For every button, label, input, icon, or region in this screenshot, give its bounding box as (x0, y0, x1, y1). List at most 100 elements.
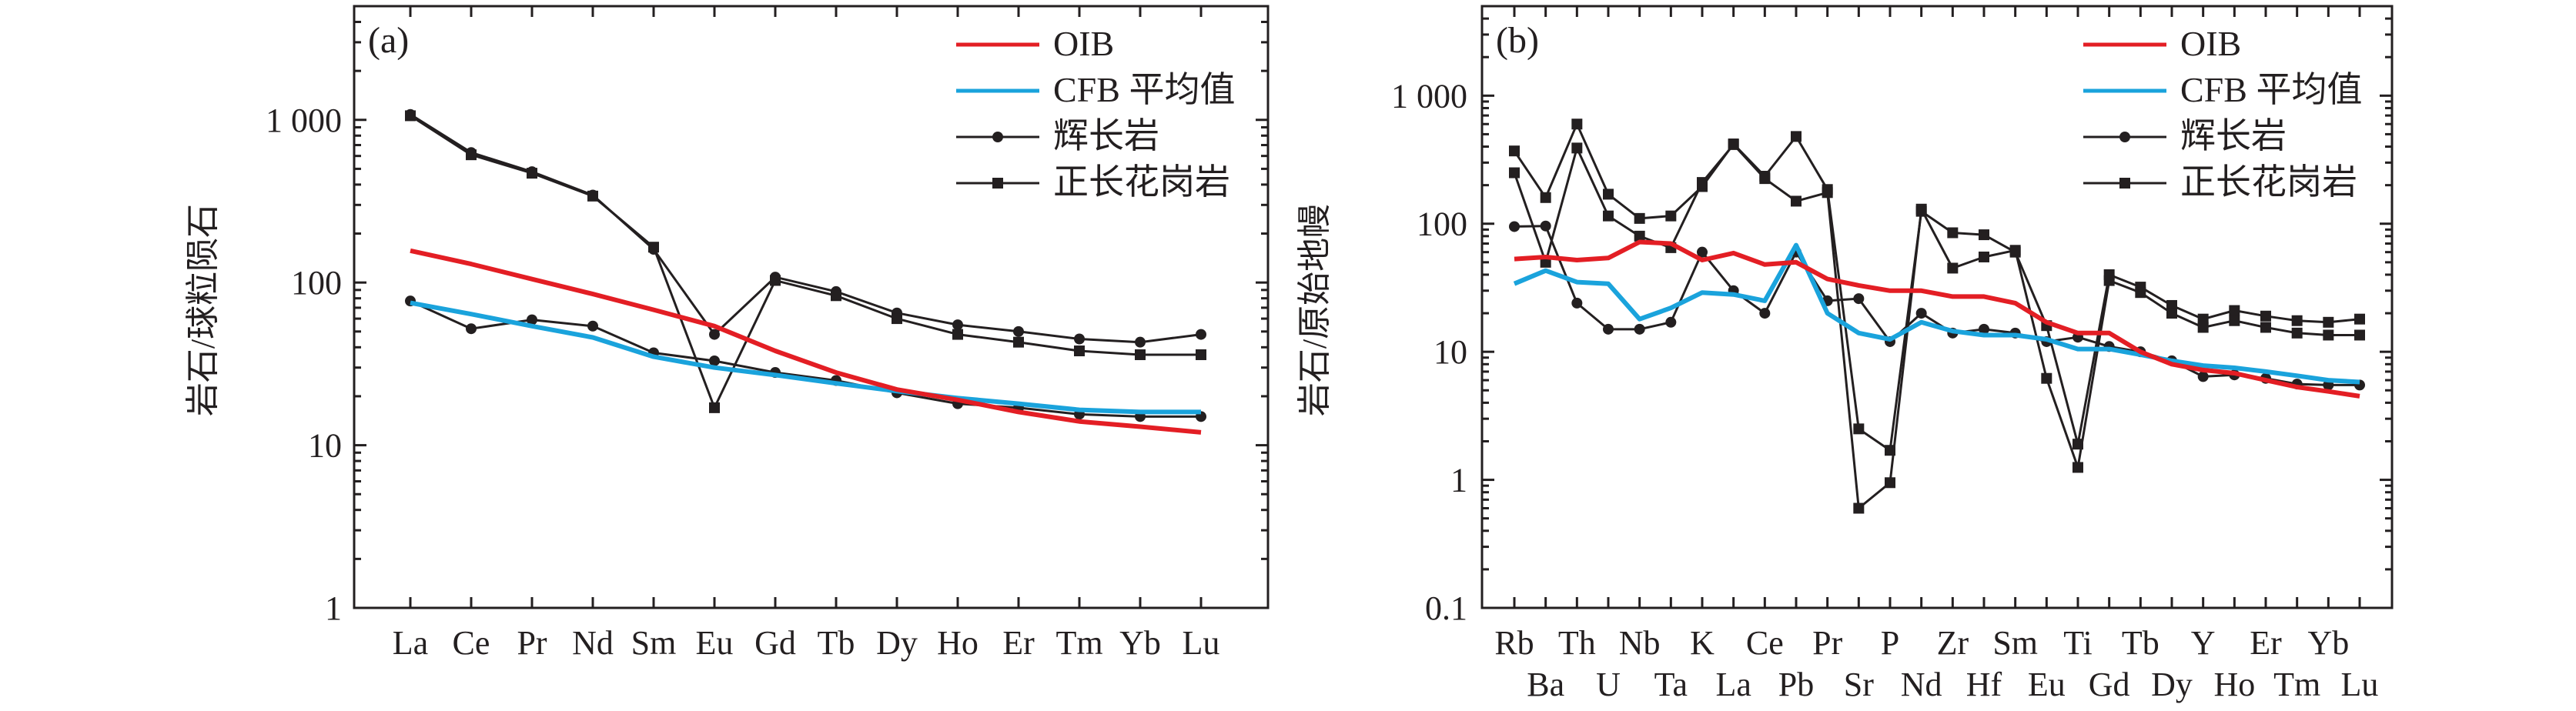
data-point-gabbro (1074, 333, 1085, 345)
data-point-gabbro (1665, 316, 1677, 328)
data-point-gabbro (1509, 221, 1520, 232)
data-point-syenogranite (2041, 372, 2052, 384)
panel-a-y-axis-label: 岩石/球粒陨石 (184, 204, 222, 416)
panel-b-label: (b) (1496, 20, 1539, 61)
legend-label-cfb: CFB 平均值 (1053, 70, 1235, 109)
data-point-syenogranite (1791, 131, 1802, 142)
data-point-syenogranite (1947, 262, 1959, 274)
data-point-syenogranite (1665, 210, 1677, 222)
x-tick-label-tb: Tb (818, 624, 855, 662)
data-point-gabbro (1979, 323, 1989, 335)
data-point-syenogranite (466, 149, 477, 161)
data-point-syenogranite (648, 242, 659, 253)
data-point-syenogranite (1196, 349, 1206, 360)
series-syenogranite (405, 110, 1206, 413)
series-oib (1514, 239, 2360, 399)
x-tick-label-ba: Ba (1527, 666, 1564, 703)
data-point-syenogranite (952, 329, 963, 340)
x-tick-label-sm: Sm (631, 624, 677, 662)
legend-label-syenogranite: 正长花岗岩 (2180, 162, 2357, 202)
data-point-syenogranite (2260, 322, 2271, 333)
data-point-syenogranite (1634, 212, 1645, 224)
panel-a-axes: 1 10 100 1 000 La Ce Pr Nd Sm Eu Gd Tb Dy Ho Er Tm Yb Lu (266, 6, 1268, 662)
data-point-syenogranite (831, 290, 841, 302)
x-tick-label-gd: Gd (2089, 666, 2130, 703)
y-tick-label: 100 (291, 264, 342, 302)
data-point-syenogranite (2229, 315, 2240, 326)
data-point-gabbro (709, 329, 720, 340)
data-point-gabbro (1013, 325, 1024, 337)
data-point-syenogranite (1791, 195, 1802, 207)
panel-a-plot-area (405, 108, 1206, 435)
series-line-gabbro (1514, 225, 2360, 386)
x-tick-label-lu: Lu (2341, 666, 2379, 703)
data-point-gabbro (2197, 371, 2209, 382)
data-point-syenogranite (1759, 173, 1771, 185)
x-tick-label-ho: Ho (937, 624, 979, 662)
data-point-syenogranite (527, 168, 537, 179)
data-point-syenogranite (1509, 145, 1520, 157)
data-point-gabbro (1697, 246, 1708, 258)
series-oib (410, 248, 1202, 435)
data-point-syenogranite (1571, 142, 1583, 154)
data-point-syenogranite (1915, 203, 1927, 215)
data-point-syenogranite (1603, 210, 1614, 222)
legend-label-syenogranite: 正长花岗岩 (1053, 162, 1230, 202)
data-point-gabbro (1603, 323, 1614, 335)
x-tick-label-la: La (1715, 666, 1751, 703)
data-point-syenogranite (587, 190, 598, 202)
legend-label-gabbro: 辉长岩 (1053, 116, 1159, 155)
y-tick-label: 1 (325, 589, 342, 627)
x-tick-label-k: K (1690, 624, 1715, 662)
legend-label-gabbro: 辉长岩 (2180, 116, 2287, 155)
data-point-gabbro (952, 319, 963, 331)
data-point-gabbro (1540, 220, 1551, 232)
data-point-syenogranite (2291, 315, 2303, 326)
data-point-syenogranite (1571, 118, 1583, 130)
data-point-syenogranite (2166, 308, 2177, 319)
y-tick-label: 1 (1450, 462, 1467, 499)
legend-label-oib: OIB (2180, 24, 2241, 63)
data-point-syenogranite (1540, 192, 1551, 203)
data-point-syenogranite (892, 313, 902, 325)
panel-b-y-axis-label: 岩石/原始地幔 (1296, 204, 1333, 416)
data-point-syenogranite (2323, 329, 2334, 341)
chart-panel-a: 岩石/球粒陨石 1 10 100 1 000 La Ce Pr Nd Sm Eu Gd Tb Dy Ho E… (184, 5, 1270, 662)
data-point-syenogranite (2323, 316, 2334, 328)
data-point-gabbro (1915, 308, 1927, 319)
data-point-gabbro (1135, 336, 1146, 348)
data-point-gabbro (1853, 293, 1865, 305)
data-point-syenogranite (2135, 287, 2146, 299)
x-tick-label-lu: Lu (1183, 624, 1220, 662)
x-tick-label-eu: Eu (696, 624, 734, 662)
legend-label-cfb: CFB 平均值 (2180, 70, 2362, 109)
legend-marker-syenogranite (2119, 178, 2130, 189)
data-point-syenogranite (770, 275, 781, 286)
series-line-oib (410, 248, 1202, 435)
x-tick-label-pb: Pb (1778, 666, 1814, 703)
panel-b-plot-area (1509, 118, 2365, 514)
x-tick-label-zr: Zr (1937, 624, 1969, 662)
panel-a-legend: OIB CFB 平均值 辉长岩 正长花岗岩 (956, 24, 1235, 202)
panel-a-label: (a) (368, 20, 409, 61)
y-tick-label: 10 (1434, 333, 1467, 371)
x-tick-label-ce: Ce (1746, 624, 1784, 662)
data-point-gabbro (587, 320, 598, 332)
series-cfb-average (1513, 242, 2360, 385)
data-point-syenogranite (1634, 230, 1645, 242)
x-tick-label-ho: Ho (2213, 666, 2255, 703)
y-tick-label: 1 000 (1391, 77, 1467, 115)
x-tick-label-pr: Pr (1812, 624, 1842, 662)
data-point-syenogranite (2197, 313, 2209, 325)
panel-b-legend: OIB CFB 平均值 辉长岩 正长花岗岩 (2083, 24, 2362, 202)
data-point-syenogranite (2354, 329, 2365, 341)
y-tick-label: 1 000 (266, 102, 342, 139)
y-tick-label: 0.1 (1425, 589, 1467, 627)
data-point-syenogranite (1822, 187, 1833, 199)
x-tick-label-ti: Ti (2063, 624, 2093, 662)
x-tick-label-pr: Pr (517, 624, 547, 662)
data-point-syenogranite (2354, 313, 2365, 325)
data-point-syenogranite (1853, 423, 1865, 435)
x-tick-label-tm: Tm (1055, 624, 1102, 662)
